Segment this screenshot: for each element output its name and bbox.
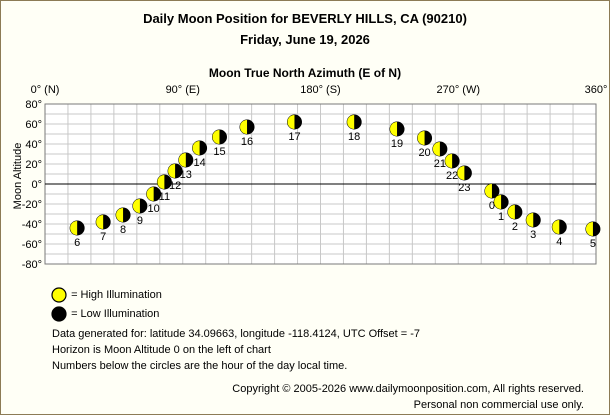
- info-location: Data generated for: latitude 34.09663, l…: [52, 328, 421, 340]
- hour-label-15: 15: [213, 146, 225, 158]
- y-tick-label: 80°: [25, 99, 42, 111]
- moon-lit-half-0: [484, 184, 492, 198]
- y-tick-label: -20°: [22, 199, 42, 211]
- moon-lit-half-11: [157, 175, 165, 189]
- hour-label-14: 14: [193, 157, 205, 169]
- hour-label-12: 12: [169, 180, 181, 192]
- moon-lit-half-8: [116, 208, 124, 222]
- legend-low-label: = Low Illumination: [71, 307, 160, 320]
- moon-lit-half-10: [146, 187, 154, 201]
- moon-lit-half-23: [457, 166, 465, 180]
- x-tick-label: 360°: [585, 84, 608, 96]
- moon-lit-half-13: [178, 153, 186, 167]
- hour-label-17: 17: [288, 131, 300, 143]
- moon-lit-half-15: [212, 130, 220, 144]
- info-hours: Numbers below the circles are the hour o…: [52, 360, 348, 372]
- x-tick-label: 90° (E): [166, 84, 200, 96]
- usage-note: Personal non commercial use only.: [413, 399, 584, 411]
- moon-lit-half-4: [552, 220, 560, 234]
- moon-lit-half-12: [168, 164, 176, 178]
- hour-label-18: 18: [348, 131, 360, 143]
- y-tick-label: 60°: [25, 119, 42, 131]
- hour-label-7: 7: [100, 231, 106, 243]
- y-tick-label: 20°: [25, 159, 42, 171]
- hour-label-8: 8: [120, 224, 126, 236]
- x-tick-label: 180° (S): [300, 84, 340, 96]
- x-tick-label: 270° (W): [436, 84, 480, 96]
- hour-label-22: 22: [446, 170, 458, 182]
- hour-label-3: 3: [530, 229, 536, 241]
- moon-lit-half-9: [132, 199, 140, 213]
- hour-label-10: 10: [148, 203, 160, 215]
- y-tick-label: 40°: [25, 139, 42, 151]
- hour-label-13: 13: [180, 169, 192, 181]
- moon-lit-half-6: [70, 221, 78, 235]
- y-tick-label: -60°: [22, 239, 42, 251]
- hour-label-6: 6: [74, 237, 80, 249]
- moon-lit-half-5: [585, 222, 593, 236]
- hour-label-2: 2: [512, 221, 518, 233]
- moon-lit-half-1: [494, 195, 502, 209]
- hour-label-21: 21: [434, 158, 446, 170]
- hour-label-0: 0: [489, 200, 495, 212]
- moon-lit-half-21: [432, 142, 440, 156]
- legend-high: = High Illumination: [50, 286, 162, 304]
- chart-title: Daily Moon Position for BEVERLY HILLS, C…: [143, 11, 467, 26]
- hour-label-11: 11: [159, 191, 170, 203]
- y-tick-label: -80°: [22, 259, 42, 271]
- high-illumination-moon-icon: [51, 287, 67, 303]
- moon-lit-half-3: [526, 213, 534, 227]
- moon-lit-half-19: [390, 122, 398, 136]
- hour-label-19: 19: [391, 138, 403, 150]
- y-tick-label: -40°: [22, 219, 42, 231]
- moon-lit-half-2: [507, 205, 515, 219]
- moon-lit-half-22: [445, 154, 453, 169]
- chart-date: Friday, June 19, 2026: [240, 32, 370, 47]
- legend-high-label: = High Illumination: [71, 288, 162, 301]
- moon-lit-half-17: [287, 115, 295, 129]
- hour-label-16: 16: [241, 136, 253, 148]
- moon-lit-half-18: [347, 115, 355, 129]
- hour-label-23: 23: [458, 182, 470, 194]
- hour-label-20: 20: [418, 147, 430, 159]
- hour-label-5: 5: [590, 238, 596, 250]
- x-axis-title: Moon True North Azimuth (E of N): [208, 66, 402, 80]
- hour-label-9: 9: [137, 215, 143, 227]
- y-tick-label: 0°: [31, 179, 42, 191]
- info-horizon: Horizon is Moon Altitude 0 on the left o…: [52, 344, 271, 356]
- x-tick-label: 0° (N): [31, 84, 60, 96]
- legend-low: = Low Illumination: [50, 305, 159, 323]
- low-illumination-moon-icon: [51, 306, 67, 322]
- moon-lit-half-7: [96, 215, 104, 229]
- hour-label-1: 1: [498, 211, 504, 223]
- moon-lit-half-14: [192, 141, 200, 155]
- moon-lit-half-16: [240, 120, 248, 134]
- hour-label-4: 4: [556, 236, 562, 248]
- moon-lit-half-20: [417, 131, 425, 145]
- copyright-text: Copyright © 2005-2026 www.dailymoonposit…: [232, 383, 584, 395]
